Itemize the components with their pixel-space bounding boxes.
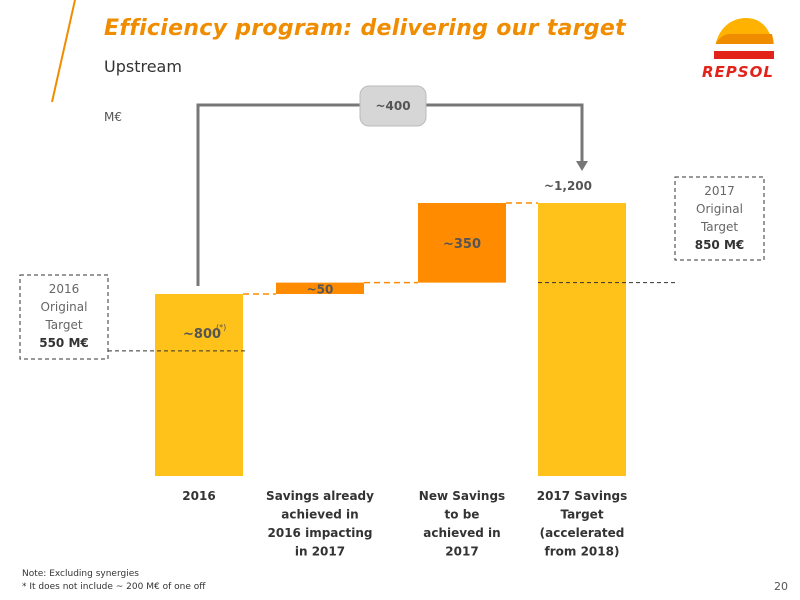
original-target-text: 2016 xyxy=(49,282,80,296)
bracket-line xyxy=(196,103,584,286)
waterfall-chart: ~800(*) ~50 ~350 ~1,200 M€ ~400 2016 Original Ta… xyxy=(19,85,765,559)
data-label: ~50 xyxy=(307,282,334,296)
bracket-label: ~400 xyxy=(375,99,410,113)
data-label: ~1,200 xyxy=(544,179,592,193)
original-target-value: 550 M€ xyxy=(39,336,89,350)
original-target-text: Original xyxy=(41,300,88,314)
data-label: ~350 xyxy=(443,237,481,252)
original-target-value: 850 M€ xyxy=(695,238,745,252)
original-target-text: 2017 xyxy=(704,184,735,198)
original-target-box xyxy=(674,176,765,261)
page-title: Efficiency program: delivering our targe… xyxy=(104,16,626,41)
original-target-text: Original xyxy=(696,202,743,216)
data-label: ~800 xyxy=(183,327,221,342)
repsol-logo-text: REPSOL xyxy=(702,63,774,81)
category-label: Savings already xyxy=(266,489,374,503)
accent-line xyxy=(51,0,76,103)
footnote-marker: (*) xyxy=(216,323,226,332)
category-label: Target xyxy=(560,508,603,522)
original-target-box xyxy=(19,274,109,360)
bar xyxy=(155,294,243,476)
footnote-one-off: * It does not include ~ 200 M€ of one of… xyxy=(22,582,206,592)
page-number: 20 xyxy=(774,580,788,593)
arrow-head-icon xyxy=(576,161,588,171)
category-label: 2017 Savings xyxy=(537,489,628,503)
unit-label: M€ xyxy=(104,110,122,124)
category-label: (accelerated xyxy=(540,526,625,540)
category-label: 2016 impacting xyxy=(268,526,373,540)
original-target-text: Target xyxy=(44,318,82,332)
category-label: in 2017 xyxy=(295,545,345,559)
repsol-logo-mark xyxy=(714,18,774,59)
original-target-text: Target xyxy=(700,220,738,234)
category-label: achieved in xyxy=(423,526,500,540)
category-label: 2016 xyxy=(182,489,215,503)
category-label: 2017 xyxy=(445,545,478,559)
repsol-logo xyxy=(700,14,784,84)
category-label: achieved in xyxy=(281,508,358,522)
category-label: New Savings xyxy=(419,489,505,503)
bar xyxy=(418,203,506,283)
bar xyxy=(276,282,364,294)
category-label: to be xyxy=(445,508,480,522)
bracket-badge xyxy=(359,85,427,127)
page-subtitle: Upstream xyxy=(104,57,182,76)
bar xyxy=(538,203,626,476)
footnote-note: Note: Excluding synergies xyxy=(22,569,139,579)
category-label: from 2018) xyxy=(545,545,620,559)
